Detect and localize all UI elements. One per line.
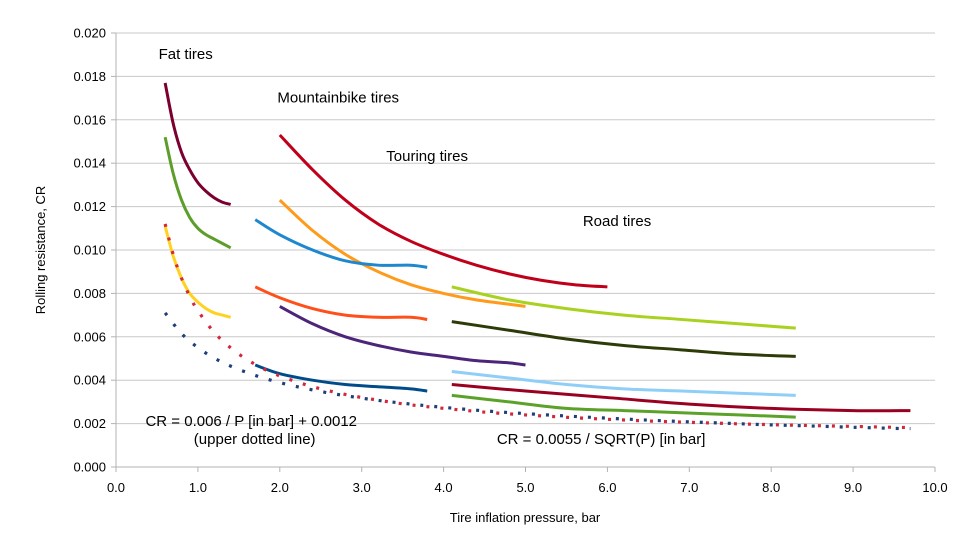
- dotted-series-line-1: [163, 223, 911, 430]
- annotation-label: Mountainbike tires: [277, 89, 399, 106]
- x-tick-label: 4.0: [435, 480, 453, 495]
- y-tick-label: 0.004: [73, 373, 106, 388]
- series-line-fat-3: [163, 225, 232, 319]
- series-line-road-13: [451, 383, 911, 413]
- series-line-road-14: [451, 393, 796, 419]
- series-group: [163, 82, 911, 419]
- series-line-touring-6: [254, 218, 428, 269]
- x-tick-label: 8.0: [762, 480, 780, 495]
- y-tick-label: 0.012: [73, 199, 106, 214]
- y-tick-label: 0.008: [73, 286, 106, 301]
- series-line-mtb-4: [278, 133, 608, 289]
- series-line-mtb-5: [278, 198, 526, 308]
- annotation-label: Touring tires: [386, 148, 468, 165]
- y-axis-title: Rolling resistance, CR: [33, 186, 48, 315]
- annotation-label: Fat tires: [159, 46, 213, 63]
- x-axis-title: Tire inflation pressure, bar: [450, 510, 601, 525]
- series-line-fat-2: [163, 136, 232, 250]
- series-line-road-12: [451, 370, 796, 397]
- series-line-road-10: [451, 285, 796, 330]
- y-tick-label: 0.016: [73, 112, 106, 127]
- annotation-label: CR = 0.006 / P [in bar] + 0.0012: [145, 413, 357, 430]
- annotation-label: (upper dotted line): [194, 431, 316, 448]
- series-line-fat-1: [163, 82, 232, 206]
- x-tick-label: 0.0: [107, 480, 125, 495]
- annotation-label: CR = 0.0055 / SQRT(P) [in bar]: [497, 431, 706, 448]
- x-tick-label: 3.0: [353, 480, 371, 495]
- annotation-label: Road tires: [583, 213, 651, 230]
- y-tick-label: 0.002: [73, 416, 106, 431]
- y-tick-label: 0.000: [73, 460, 106, 475]
- x-tick-label: 7.0: [680, 480, 698, 495]
- series-line-touring-8: [279, 305, 526, 367]
- y-tick-label: 0.014: [73, 156, 106, 171]
- x-tick-label: 9.0: [844, 480, 862, 495]
- y-tick-label: 0.010: [73, 243, 106, 258]
- annotations-group: Fat tires Mountainbike tires Touring tires…: [145, 46, 705, 448]
- x-tick-label: 5.0: [516, 480, 534, 495]
- x-tick-label: 6.0: [598, 480, 616, 495]
- x-tick-label: 1.0: [189, 480, 207, 495]
- x-tick-label: 10.0: [922, 480, 947, 495]
- series-line-touring-7: [254, 285, 428, 321]
- tick-labels: 0.000 0.002 0.004 0.006 0.008 0.010 0.012 0.014…: [73, 26, 947, 496]
- y-tick-label: 0.006: [73, 329, 106, 344]
- series-line-road-11: [451, 320, 796, 358]
- y-tick-label: 0.018: [73, 69, 106, 84]
- x-tick-label: 2.0: [271, 480, 289, 495]
- dotted-series-group: [163, 223, 911, 431]
- y-tick-label: 0.020: [73, 26, 106, 41]
- series-line-touring-9: [254, 363, 428, 393]
